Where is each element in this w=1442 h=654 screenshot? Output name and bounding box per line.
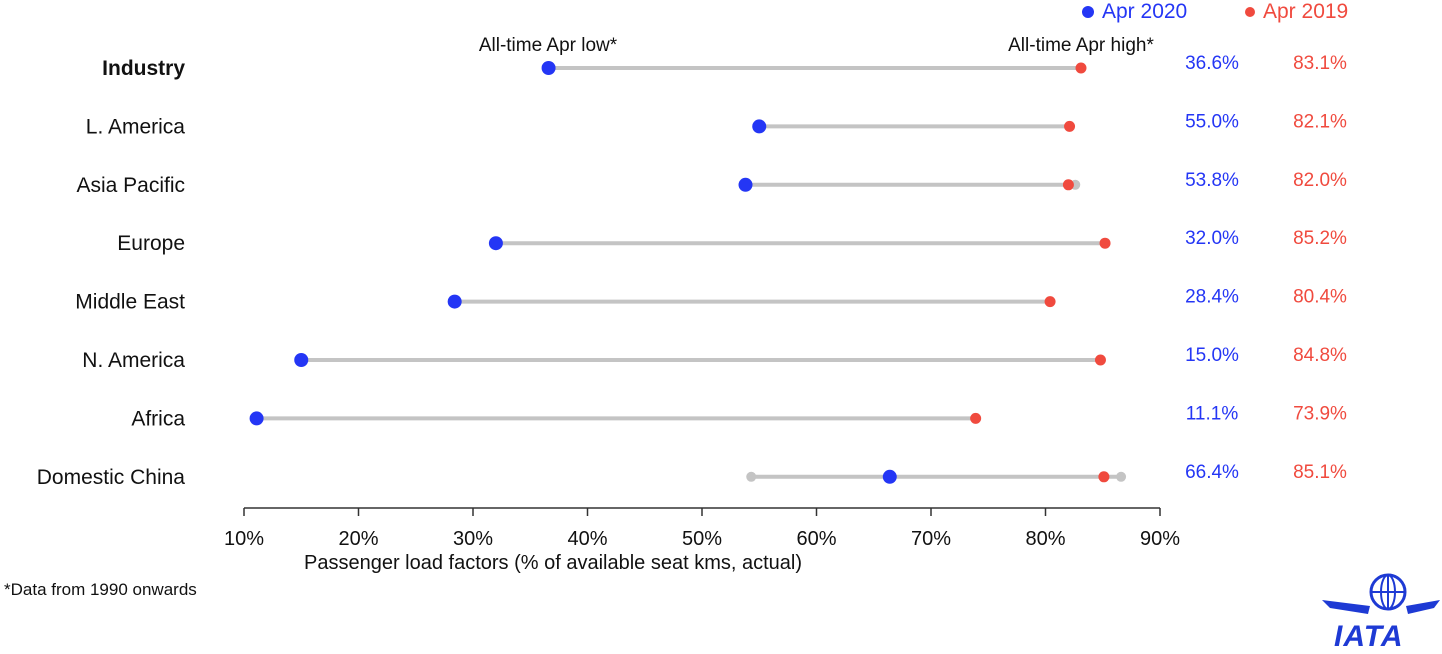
apr-2019-point (1098, 471, 1110, 483)
x-axis-title: Passenger load factors (% of available s… (304, 552, 802, 574)
chart-labels: Industry 36.6% 83.1% L. America 55.0% 82.1% As… (37, 53, 1347, 489)
apr-2019-point (1064, 120, 1076, 132)
apr-2020-point (249, 411, 264, 426)
apr-2020-point (882, 469, 897, 484)
apr-2020-point (752, 119, 767, 134)
apr-2019-value-label: 73.9% (1293, 403, 1347, 424)
apr-2020-value-label: 53.8% (1185, 170, 1239, 191)
apr-2020-value-label: 55.0% (1185, 111, 1239, 132)
x-tick-label: 60% (796, 528, 836, 550)
apr-2020-value-label: 66.4% (1185, 462, 1239, 483)
category-label: L. America (86, 115, 186, 138)
annotation-high: All-time Apr high* (1008, 35, 1154, 56)
apr-2019-point (1062, 179, 1074, 191)
x-tick-label: 70% (911, 528, 951, 550)
apr-2020-value-label: 28.4% (1185, 287, 1239, 308)
x-tick-label: 90% (1140, 528, 1180, 550)
iata-logo (1322, 573, 1440, 614)
range-lines (256, 66, 1122, 479)
legend-apr-2019-dot (1245, 7, 1255, 17)
iata-logo-text: IATA (1334, 620, 1404, 653)
apr-2020-point (294, 353, 309, 367)
apr-2020-value-label: 36.6% (1185, 53, 1239, 74)
category-label: Industry (102, 57, 185, 80)
footnote: *Data from 1990 onwards (4, 580, 197, 599)
apr-2019-point (1099, 237, 1111, 249)
all-time-high-point (1116, 471, 1127, 482)
apr-2019-value-label: 85.2% (1293, 228, 1347, 249)
apr-2020-point (447, 294, 462, 309)
x-tick-label: 50% (682, 528, 722, 550)
apr-2019-value-label: 85.1% (1293, 462, 1347, 483)
legend-apr-2019: Apr 2019 (1245, 0, 1348, 24)
apr-2019-point (1094, 354, 1106, 366)
apr-2020-value-label: 32.0% (1185, 228, 1239, 249)
apr-2019-point (1044, 296, 1056, 308)
apr-2020-point (541, 61, 556, 75)
apr-2020-point (488, 236, 503, 251)
legend-apr-2020-dot (1082, 6, 1094, 18)
category-label: Middle East (75, 291, 185, 314)
legend-apr-2019-label: Apr 2019 (1263, 0, 1349, 23)
apr-2019-value-label: 82.1% (1293, 111, 1347, 132)
category-label: N. America (82, 349, 185, 372)
all-time-low-point (746, 471, 757, 482)
apr-2020-value-label: 11.1% (1186, 403, 1239, 424)
legend-apr-2020-label: Apr 2020 (1102, 0, 1188, 23)
category-label: Africa (131, 407, 185, 430)
apr-2020-point (738, 177, 753, 192)
apr-2019-value-label: 82.0% (1293, 170, 1347, 191)
apr-2019-value-label: 84.8% (1293, 345, 1347, 366)
apr-2019-value-label: 83.1% (1293, 53, 1347, 74)
category-label: Domestic China (37, 466, 186, 489)
legend-apr-2020: Apr 2020 (1082, 0, 1187, 24)
apr-2020-value-label: 15.0% (1185, 345, 1239, 366)
category-label: Asia Pacific (76, 174, 185, 197)
x-tick-label: 80% (1025, 528, 1065, 550)
apr-2019-value-label: 80.4% (1293, 287, 1347, 308)
apr-2019-point (970, 412, 982, 424)
x-axis: 10% 20% 30% 40% 50% 60% 70% 80% 90% (224, 507, 1180, 550)
apr-2019-point (1075, 62, 1087, 74)
annotation-low: All-time Apr low* (479, 35, 618, 56)
x-tick-label: 20% (338, 528, 378, 550)
x-tick-label: 30% (453, 528, 493, 550)
x-tick-label: 10% (224, 528, 264, 550)
chart-marks (249, 61, 1127, 484)
category-label: Europe (117, 232, 185, 255)
x-tick-label: 40% (567, 528, 607, 550)
